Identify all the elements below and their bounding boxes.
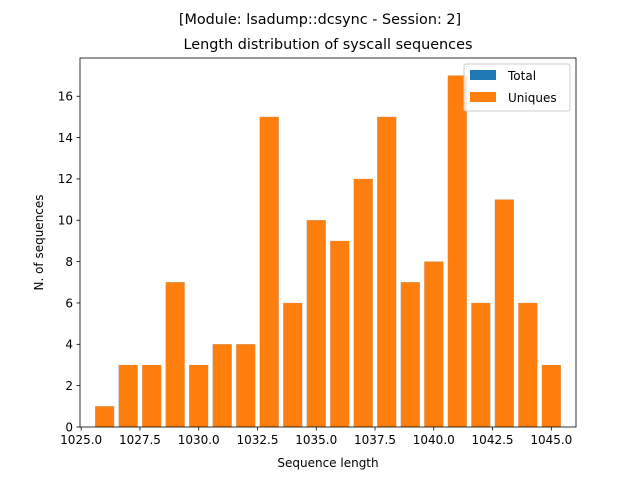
y-axis-ticks: 0 2 4 6 8 10 12 14 16 — [58, 90, 80, 434]
y-tick-label: 12 — [58, 172, 73, 186]
legend: Total Uniques — [463, 63, 571, 112]
y-tick-label: 10 — [58, 214, 73, 228]
y-tick-label: 4 — [65, 338, 73, 352]
x-tick-label: 1027.5 — [119, 433, 161, 447]
x-axis-ticks: 1025.0 1027.5 1030.0 1032.5 1035.0 1037.5 1040… — [60, 427, 572, 447]
bar-uniques-1039 — [400, 282, 420, 427]
bar-uniques-1042 — [471, 302, 491, 427]
y-tick-label: 14 — [58, 131, 73, 145]
chart-title: Length distribution of syscall sequences — [184, 37, 473, 53]
bar-uniques-1044 — [518, 302, 538, 427]
x-tick-label: 1040.0 — [413, 433, 455, 447]
x-tick-label: 1037.5 — [354, 433, 396, 447]
x-tick-label: 1045.0 — [530, 433, 572, 447]
legend-swatch-total — [470, 70, 496, 80]
y-tick-label: 16 — [58, 90, 73, 104]
bar-uniques-1041 — [447, 75, 467, 428]
bars-group — [95, 75, 561, 428]
x-axis-label: Sequence length — [277, 456, 378, 470]
bar-uniques-1028 — [142, 364, 162, 427]
bar-uniques-1038 — [377, 116, 397, 428]
bar-uniques-1035 — [306, 220, 326, 427]
plot-frame — [79, 57, 577, 428]
bar-uniques-1040 — [424, 261, 444, 427]
x-tick-label: 1025.0 — [60, 433, 102, 447]
x-tick-label: 1032.5 — [236, 433, 278, 447]
bar-uniques-1027 — [118, 364, 138, 427]
y-tick-label: 2 — [65, 379, 73, 393]
bar-uniques-1033 — [259, 116, 279, 428]
bar-uniques-1043 — [494, 199, 514, 427]
bar-uniques-1030 — [189, 364, 209, 427]
bar-uniques-1032 — [236, 344, 256, 427]
bar-uniques-1036 — [330, 240, 350, 427]
x-tick-label: 1042.5 — [472, 433, 514, 447]
legend-swatch-uniques — [470, 92, 496, 102]
chart-suptitle: [Module: lsadump::dcsync - Session: 2] — [179, 12, 461, 28]
legend-label-total: Total — [507, 69, 536, 83]
bar-uniques-1031 — [212, 344, 232, 427]
y-tick-label: 8 — [65, 255, 73, 269]
bar-uniques-1045 — [541, 364, 561, 427]
bar-uniques-1026 — [95, 406, 115, 427]
y-axis-label: N. of sequences — [32, 194, 46, 290]
bar-uniques-1029 — [165, 282, 185, 427]
bar-uniques-1034 — [283, 302, 303, 427]
y-tick-label: 6 — [65, 296, 73, 310]
x-tick-label: 1035.0 — [295, 433, 337, 447]
legend-label-uniques: Uniques — [508, 91, 557, 105]
x-tick-label: 1030.0 — [178, 433, 220, 447]
y-tick-label: 0 — [65, 420, 73, 434]
bar-uniques-1037 — [353, 178, 373, 427]
